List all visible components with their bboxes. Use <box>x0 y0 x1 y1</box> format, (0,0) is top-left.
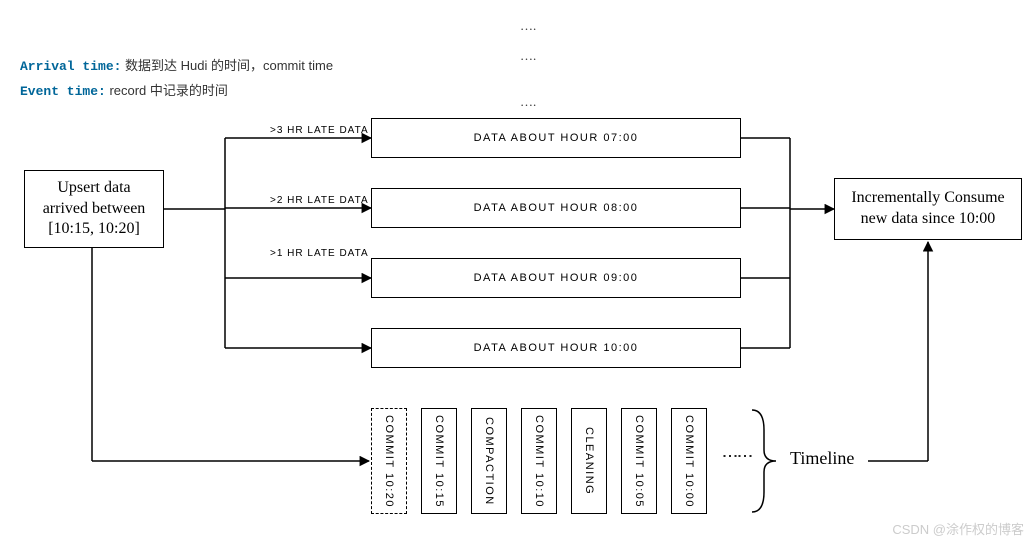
timeline-text-1: COMMIT 10:15 <box>433 415 445 508</box>
dots-3: …. <box>520 94 536 110</box>
timeline-vdots-2: ⋮ <box>735 448 754 464</box>
watermark: CSDN @涂作权的博客 <box>892 519 1024 538</box>
legend-arrival-key: Arrival time: <box>20 59 121 74</box>
dots-1: …. <box>520 18 536 34</box>
timeline-text-5: COMMIT 10:05 <box>633 415 645 508</box>
timeline-box-commit-1015: COMMIT 10:15 <box>421 408 457 514</box>
upsert-box: Upsert data arrived between [10:15, 10:2… <box>24 170 164 248</box>
timeline-text-6: COMMIT 10:00 <box>683 415 695 508</box>
legend-event: Event time: record 中记录的时间 <box>20 80 228 99</box>
data-box-0700: DATA ABOUT HOUR 07:00 <box>371 118 741 158</box>
consume-box: Incrementally Consume new data since 10:… <box>834 178 1022 240</box>
dots-2: …. <box>520 48 536 64</box>
data-box-0800: DATA ABOUT HOUR 08:00 <box>371 188 741 228</box>
late-label-3hr: >3 HR LATE DATA <box>270 125 369 136</box>
late-label-2hr: >2 HR LATE DATA <box>270 195 369 206</box>
timeline-box-cleaning: CLEANING <box>571 408 607 514</box>
timeline-box-commit-1020: COMMIT 10:20 <box>371 408 407 514</box>
late-label-1hr: >1 HR LATE DATA <box>270 248 369 259</box>
timeline-box-commit-1000: COMMIT 10:00 <box>671 408 707 514</box>
timeline-text-0: COMMIT 10:20 <box>383 415 395 508</box>
timeline-text-4: CLEANING <box>583 427 595 495</box>
data-box-1000: DATA ABOUT HOUR 10:00 <box>371 328 741 368</box>
legend-event-key: Event time: <box>20 84 106 99</box>
data-box-0900: DATA ABOUT HOUR 09:00 <box>371 258 741 298</box>
timeline-box-commit-1010: COMMIT 10:10 <box>521 408 557 514</box>
timeline-box-compaction: COMPACTION <box>471 408 507 514</box>
timeline-label: Timeline <box>790 448 854 469</box>
legend-arrival: Arrival time: 数据到达 Hudi 的时间，commit time <box>20 55 333 74</box>
legend-event-val: record 中记录的时间 <box>106 83 228 98</box>
legend-arrival-val: 数据到达 Hudi 的时间，commit time <box>121 58 333 73</box>
timeline-text-2: COMPACTION <box>483 417 495 506</box>
timeline-box-commit-1005: COMMIT 10:05 <box>621 408 657 514</box>
timeline-text-3: COMMIT 10:10 <box>533 415 545 508</box>
